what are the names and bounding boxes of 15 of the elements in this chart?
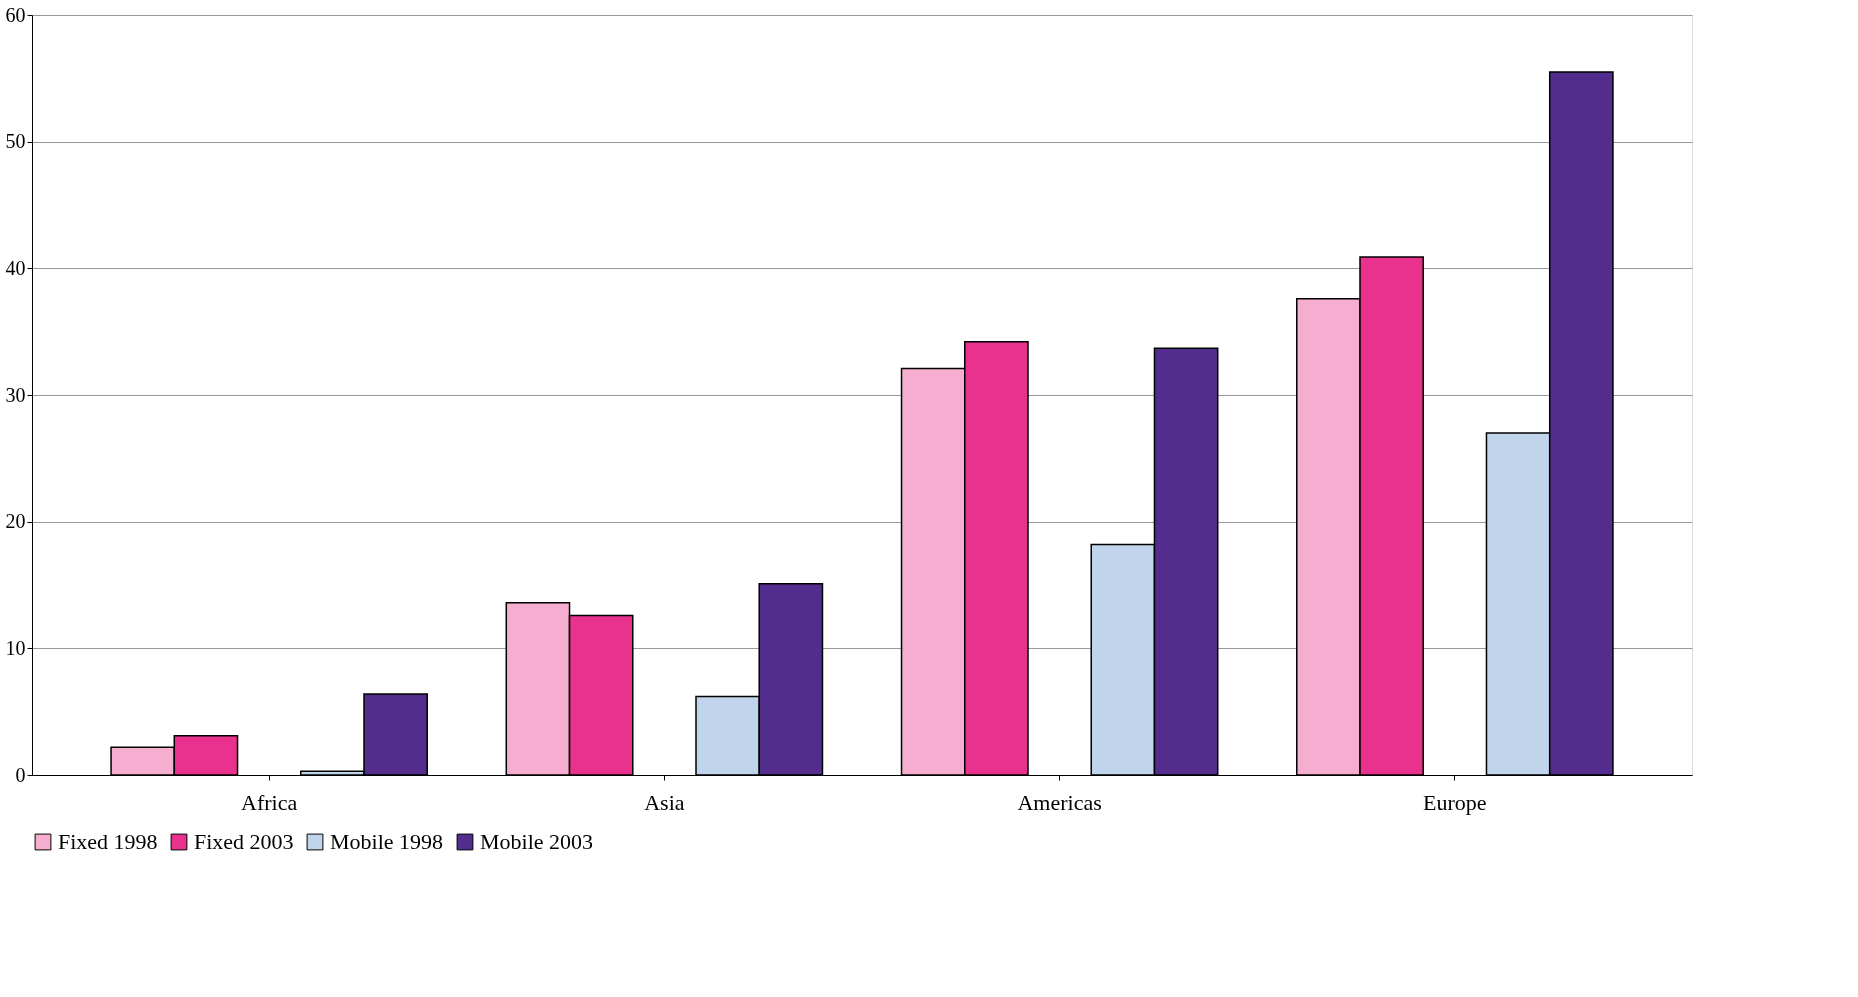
y-tick-label: 40 [5, 256, 26, 279]
x-tick-label: Europe [1423, 789, 1487, 815]
y-tick-label: 10 [5, 636, 26, 659]
y-tick-label: 30 [5, 383, 26, 406]
y-tick-label: 60 [5, 3, 26, 26]
y-tick-label: 0 [15, 763, 26, 786]
legend-label: Fixed 2003 [194, 829, 294, 854]
legend-label: Mobile 1998 [330, 829, 444, 854]
x-tick-label: Americas [1017, 789, 1102, 815]
legend-label: Fixed 1998 [58, 829, 158, 854]
x-tick-label: Asia [644, 789, 685, 815]
x-tick-label: Africa [241, 789, 298, 815]
y-tick-label: 20 [5, 510, 26, 533]
legend-label: Mobile 2003 [480, 829, 594, 854]
y-tick-label: 50 [5, 130, 26, 153]
